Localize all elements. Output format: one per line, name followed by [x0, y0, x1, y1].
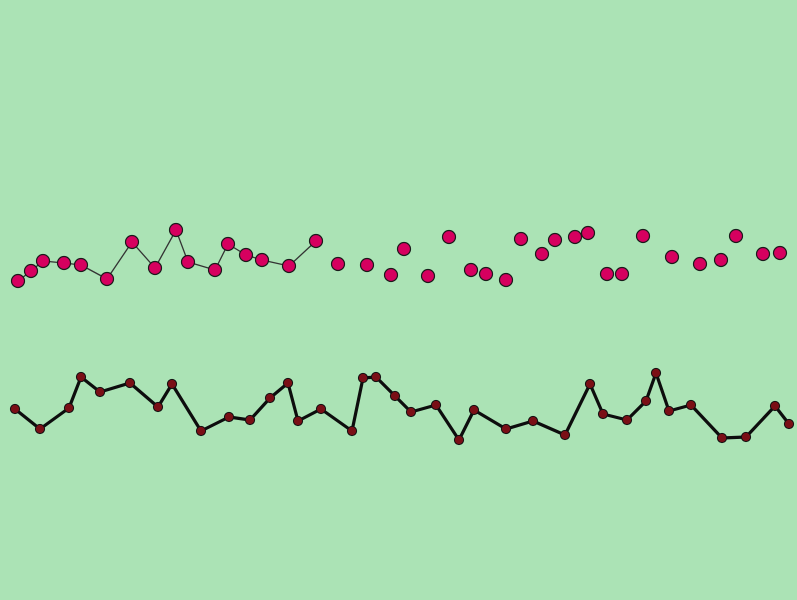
lower-node[interactable]: [244, 414, 256, 426]
upper-node[interactable]: [755, 246, 771, 262]
upper-node[interactable]: [534, 246, 550, 262]
lower-node[interactable]: [527, 415, 539, 427]
lower-node[interactable]: [166, 378, 178, 390]
upper-node[interactable]: [463, 262, 479, 278]
upper-node[interactable]: [692, 256, 708, 272]
upper-node[interactable]: [254, 252, 270, 268]
lower-node[interactable]: [282, 377, 294, 389]
upper-node[interactable]: [664, 249, 680, 265]
upper-node[interactable]: [580, 225, 596, 241]
upper-node[interactable]: [330, 256, 346, 272]
upper-node[interactable]: [498, 272, 514, 288]
upper-node[interactable]: [359, 257, 375, 273]
lower-node[interactable]: [357, 372, 369, 384]
upper-node[interactable]: [441, 229, 457, 245]
upper-node[interactable]: [567, 229, 583, 245]
upper-node[interactable]: [614, 266, 630, 282]
upper-node[interactable]: [35, 253, 51, 269]
upper-node[interactable]: [713, 252, 729, 268]
lower-node[interactable]: [453, 434, 465, 446]
lower-node[interactable]: [124, 377, 136, 389]
lower-node[interactable]: [346, 425, 358, 437]
upper-node[interactable]: [547, 232, 563, 248]
lower-node[interactable]: [500, 423, 512, 435]
lower-node[interactable]: [34, 423, 46, 435]
upper-node[interactable]: [513, 231, 529, 247]
upper-node[interactable]: [396, 241, 412, 257]
lower-node[interactable]: [769, 400, 781, 412]
lower-node[interactable]: [430, 399, 442, 411]
lower-node[interactable]: [468, 404, 480, 416]
upper-node[interactable]: [207, 262, 223, 278]
upper-node[interactable]: [73, 257, 89, 273]
lower-node[interactable]: [663, 405, 675, 417]
lower-node[interactable]: [559, 429, 571, 441]
upper-node[interactable]: [56, 255, 72, 271]
lower-node[interactable]: [195, 425, 207, 437]
upper-node[interactable]: [478, 266, 494, 282]
upper-node[interactable]: [728, 228, 744, 244]
lower-node[interactable]: [292, 415, 304, 427]
lower-node[interactable]: [783, 418, 795, 430]
upper-node[interactable]: [124, 234, 140, 250]
upper-node[interactable]: [308, 233, 324, 249]
upper-connector: [106, 241, 133, 280]
lower-node[interactable]: [650, 367, 662, 379]
lower-node[interactable]: [685, 399, 697, 411]
lower-node[interactable]: [640, 395, 652, 407]
upper-node[interactable]: [180, 254, 196, 270]
lower-node[interactable]: [370, 371, 382, 383]
upper-connector: [154, 229, 177, 269]
lower-node[interactable]: [264, 392, 276, 404]
lower-node[interactable]: [597, 408, 609, 420]
upper-node[interactable]: [23, 263, 39, 279]
upper-node[interactable]: [599, 266, 615, 282]
upper-node[interactable]: [383, 267, 399, 283]
lower-node[interactable]: [584, 378, 596, 390]
lower-node[interactable]: [315, 403, 327, 415]
lower-node[interactable]: [405, 406, 417, 418]
lower-node[interactable]: [9, 403, 21, 415]
upper-node[interactable]: [772, 245, 788, 261]
lower-path-nodes: [9, 367, 795, 446]
lower-node[interactable]: [716, 432, 728, 444]
upper-node[interactable]: [238, 247, 254, 263]
upper-node[interactable]: [220, 236, 236, 252]
lower-node[interactable]: [740, 431, 752, 443]
upper-node[interactable]: [420, 268, 436, 284]
upper-node[interactable]: [168, 222, 184, 238]
lower-node[interactable]: [621, 414, 633, 426]
lower-node[interactable]: [389, 390, 401, 402]
lower-node[interactable]: [223, 411, 235, 423]
upper-node[interactable]: [635, 228, 651, 244]
upper-node[interactable]: [281, 258, 297, 274]
lower-node[interactable]: [75, 371, 87, 383]
upper-node[interactable]: [147, 260, 163, 276]
lower-node[interactable]: [63, 402, 75, 414]
upper-path-nodes: [10, 222, 788, 289]
lower-node[interactable]: [94, 386, 106, 398]
upper-node[interactable]: [10, 273, 26, 289]
lower-node[interactable]: [152, 401, 164, 413]
upper-node[interactable]: [99, 271, 115, 287]
